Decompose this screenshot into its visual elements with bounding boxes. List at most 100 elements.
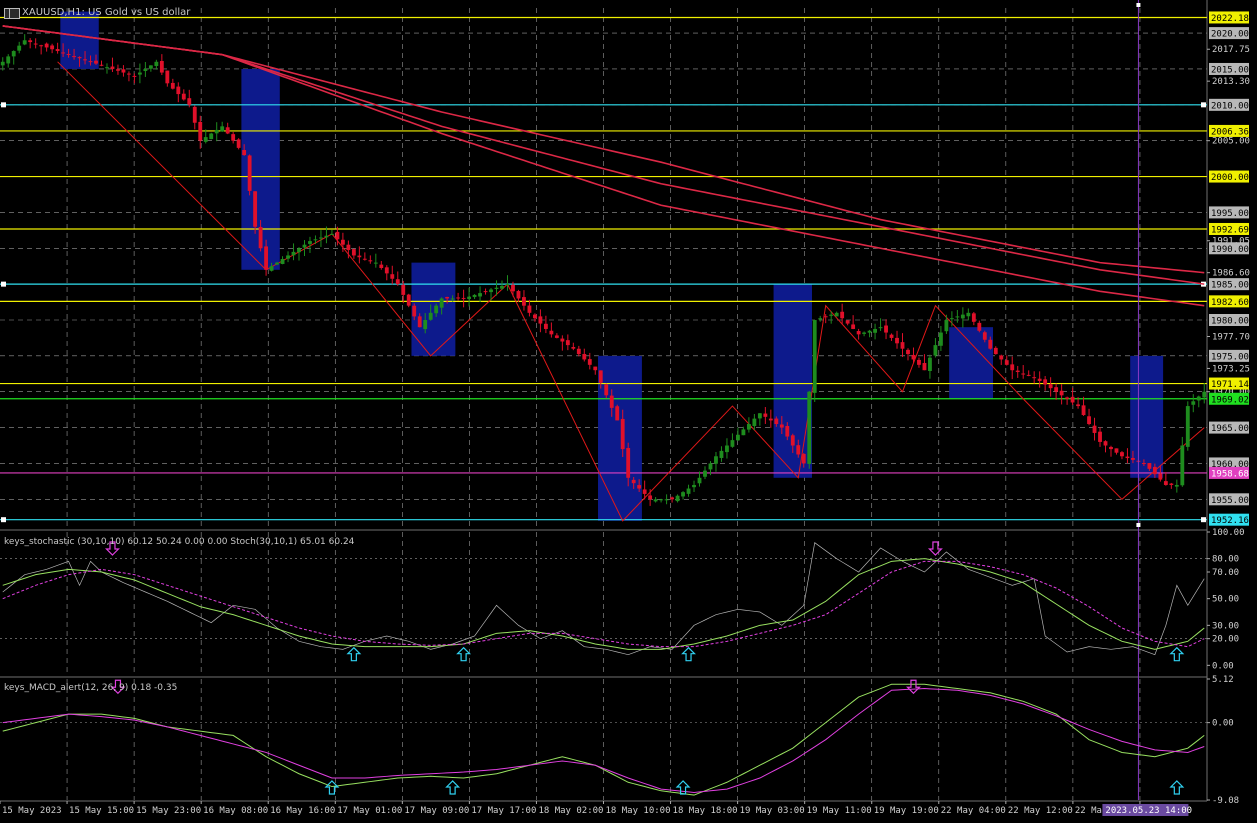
candle-body <box>752 418 757 427</box>
candle-body <box>500 285 504 289</box>
moving-averages <box>2 25 1205 307</box>
candle-body <box>768 418 773 421</box>
candle-body <box>615 406 620 421</box>
time-tick-label: 15 May 15:00 <box>69 806 134 816</box>
candle-body <box>154 61 159 66</box>
candle-body <box>938 332 943 346</box>
stochastic-tick-label: 30.00 <box>1212 621 1239 631</box>
candle-body <box>642 489 647 494</box>
candle-body <box>275 262 279 265</box>
candle-body <box>483 291 488 293</box>
candle-body <box>1070 396 1075 403</box>
candle-body <box>192 106 197 123</box>
candle-body <box>346 244 351 251</box>
time-tick-label: 19 May 19:00 <box>874 806 939 816</box>
price-label-text: 1969.02 <box>1211 395 1249 405</box>
price-label-badge <box>1209 170 1249 183</box>
candle-body <box>960 314 965 319</box>
price-label-text: 1985.00 <box>1211 281 1249 291</box>
macd-line <box>2 688 1205 794</box>
candle-body <box>818 318 823 320</box>
candle-body <box>653 499 658 502</box>
candle-body <box>725 445 729 453</box>
price-label-badge <box>1209 206 1249 219</box>
candle-body <box>763 413 768 417</box>
candle-body <box>439 298 444 308</box>
price-tick-label: 2017.75 <box>1212 45 1250 55</box>
candle-body <box>99 64 104 66</box>
candle-body <box>911 354 916 360</box>
candle-body <box>247 155 252 191</box>
stochastic-tick-label: 0.00 <box>1212 661 1234 671</box>
price-tick-label: 1991.05 <box>1212 237 1250 247</box>
candle-body <box>609 395 614 408</box>
candle-body <box>1202 391 1207 398</box>
price-label-badge <box>1209 349 1249 362</box>
candle-body <box>659 499 664 501</box>
candle-body <box>1147 463 1152 469</box>
signal-zone <box>598 355 642 521</box>
candle-body <box>703 470 707 477</box>
candle-body <box>697 477 702 484</box>
candle-body <box>878 327 883 329</box>
candle-body <box>895 337 899 344</box>
time-tick-label: 15 May 23:00 <box>136 806 201 816</box>
candle-body <box>231 134 236 141</box>
candle-body <box>971 313 976 322</box>
candle-body <box>900 342 905 349</box>
arrow-down-icon <box>927 541 943 556</box>
price-axis: 2017.75 2013.30 2005.00 1991.05 1986.60 1977.… <box>1207 11 1250 526</box>
candle-body <box>1120 452 1124 457</box>
candle-body <box>944 320 949 332</box>
candle-body <box>11 51 16 57</box>
candle-body <box>999 355 1004 360</box>
price-label-text: 2022.18 <box>1211 14 1249 24</box>
current-time-badge <box>1102 804 1189 816</box>
price-label-badge <box>1209 11 1249 24</box>
candle-body <box>467 296 472 299</box>
candle-body <box>988 339 993 349</box>
macd-tick-label: 5.12 <box>1212 675 1234 685</box>
candle-body <box>1103 441 1108 446</box>
candle-body <box>670 497 674 500</box>
candle-body <box>593 366 598 371</box>
candle-body <box>319 237 323 239</box>
candle-body <box>297 248 301 253</box>
candle-body <box>522 297 526 306</box>
candle-body <box>735 434 740 441</box>
macd-tick-label: 0.00 <box>1212 719 1234 729</box>
candle-body <box>807 391 812 464</box>
candle-body <box>214 129 219 134</box>
stochastic-label: keys_stochastic (30,10,10) 60.12 50.24 0… <box>4 537 355 547</box>
candle-body <box>1010 364 1015 371</box>
time-tick-label: 15 May 2023 <box>2 806 62 816</box>
price-label-badge <box>1209 457 1249 470</box>
candle-body <box>714 456 718 464</box>
candle-body <box>94 60 98 64</box>
candle-body <box>982 332 987 340</box>
level-handle <box>1201 517 1206 523</box>
candle-body <box>922 363 927 371</box>
candle-body <box>203 137 208 142</box>
candle-body <box>77 57 82 59</box>
candle-body <box>187 98 192 105</box>
current-time-label: 2023.05.23 14:00 <box>1105 806 1192 816</box>
time-tick-label: 16 May 16:00 <box>270 806 335 816</box>
candle-body <box>1191 401 1196 405</box>
price-tick-label: 1973.25 <box>1212 364 1250 374</box>
candle-body <box>313 239 318 241</box>
candle-body <box>121 69 126 73</box>
candle-body <box>324 235 329 238</box>
candle-body <box>368 260 373 262</box>
candle-body <box>1065 397 1070 399</box>
candle-body <box>708 463 713 470</box>
arrow-up-icon <box>1169 646 1185 662</box>
marker-handle <box>1136 3 1141 7</box>
candle-body <box>105 67 109 69</box>
candle-body <box>571 347 576 349</box>
candle-body <box>286 255 290 259</box>
candle-body <box>22 40 27 45</box>
moving-average-line <box>2 25 1205 307</box>
